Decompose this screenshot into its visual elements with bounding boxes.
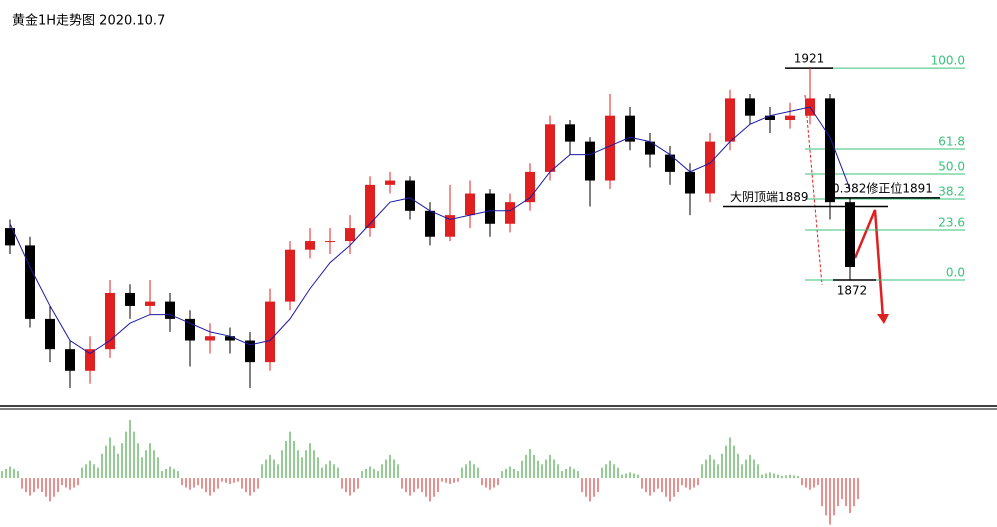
arrow-head [877, 314, 889, 324]
candle-body [525, 171, 535, 203]
candle-body [265, 301, 275, 363]
candle-body [765, 115, 775, 120]
level-label: 大阴顶端1889 [730, 190, 809, 204]
candle-body [405, 180, 415, 211]
candle-body [345, 228, 355, 242]
candle-body [45, 318, 55, 350]
candle-body [725, 98, 735, 142]
candle-body [25, 245, 35, 319]
candle-body [365, 184, 375, 229]
dashed-trend [804, 94, 823, 286]
candle-body [205, 336, 215, 341]
candle-body [145, 301, 155, 306]
candle-body [505, 202, 515, 224]
candle-body [545, 124, 555, 172]
candle-body [625, 115, 635, 142]
candle-body [125, 292, 135, 306]
candle-body [465, 193, 475, 216]
fib-label: 0.0 [946, 265, 965, 279]
candle-body [225, 336, 235, 341]
candle-body [305, 241, 315, 250]
candle-body [705, 141, 715, 194]
candle-body [445, 215, 455, 237]
candle-body [245, 340, 255, 363]
low-label: 1872 [837, 283, 868, 297]
candle-body [65, 349, 75, 371]
candle-body [745, 98, 755, 116]
fib-label: 100.0 [931, 54, 965, 68]
candle-body [665, 154, 675, 172]
level-label: 0.382修正位1891 [832, 180, 933, 195]
candle-body [325, 241, 335, 243]
fib-label: 50.0 [938, 160, 965, 174]
candle-body [385, 180, 395, 185]
candle-body [825, 98, 835, 203]
candle-body [5, 228, 15, 246]
candle-body [285, 249, 295, 302]
candle-body [845, 202, 855, 268]
candle-body [785, 115, 795, 120]
candle-body [605, 115, 615, 181]
candle-body [565, 124, 575, 142]
candle-body [165, 301, 175, 319]
candle-body [85, 349, 95, 371]
ma-line [9, 106, 851, 355]
chart-title: 黄金1H走势图 2020.10.7 [12, 13, 165, 29]
candle-body [585, 141, 595, 181]
candle-body [685, 171, 695, 194]
high-label: 1921 [794, 52, 825, 66]
candle-body [645, 141, 655, 155]
candle-body [425, 210, 435, 237]
fib-label: 61.8 [938, 135, 965, 149]
forecast-arrow [853, 209, 885, 319]
candle-body [185, 318, 195, 341]
candle-body [105, 292, 115, 350]
candle-body [485, 193, 495, 224]
fib-label: 23.6 [938, 215, 965, 229]
fib-label: 38.2 [938, 185, 965, 199]
